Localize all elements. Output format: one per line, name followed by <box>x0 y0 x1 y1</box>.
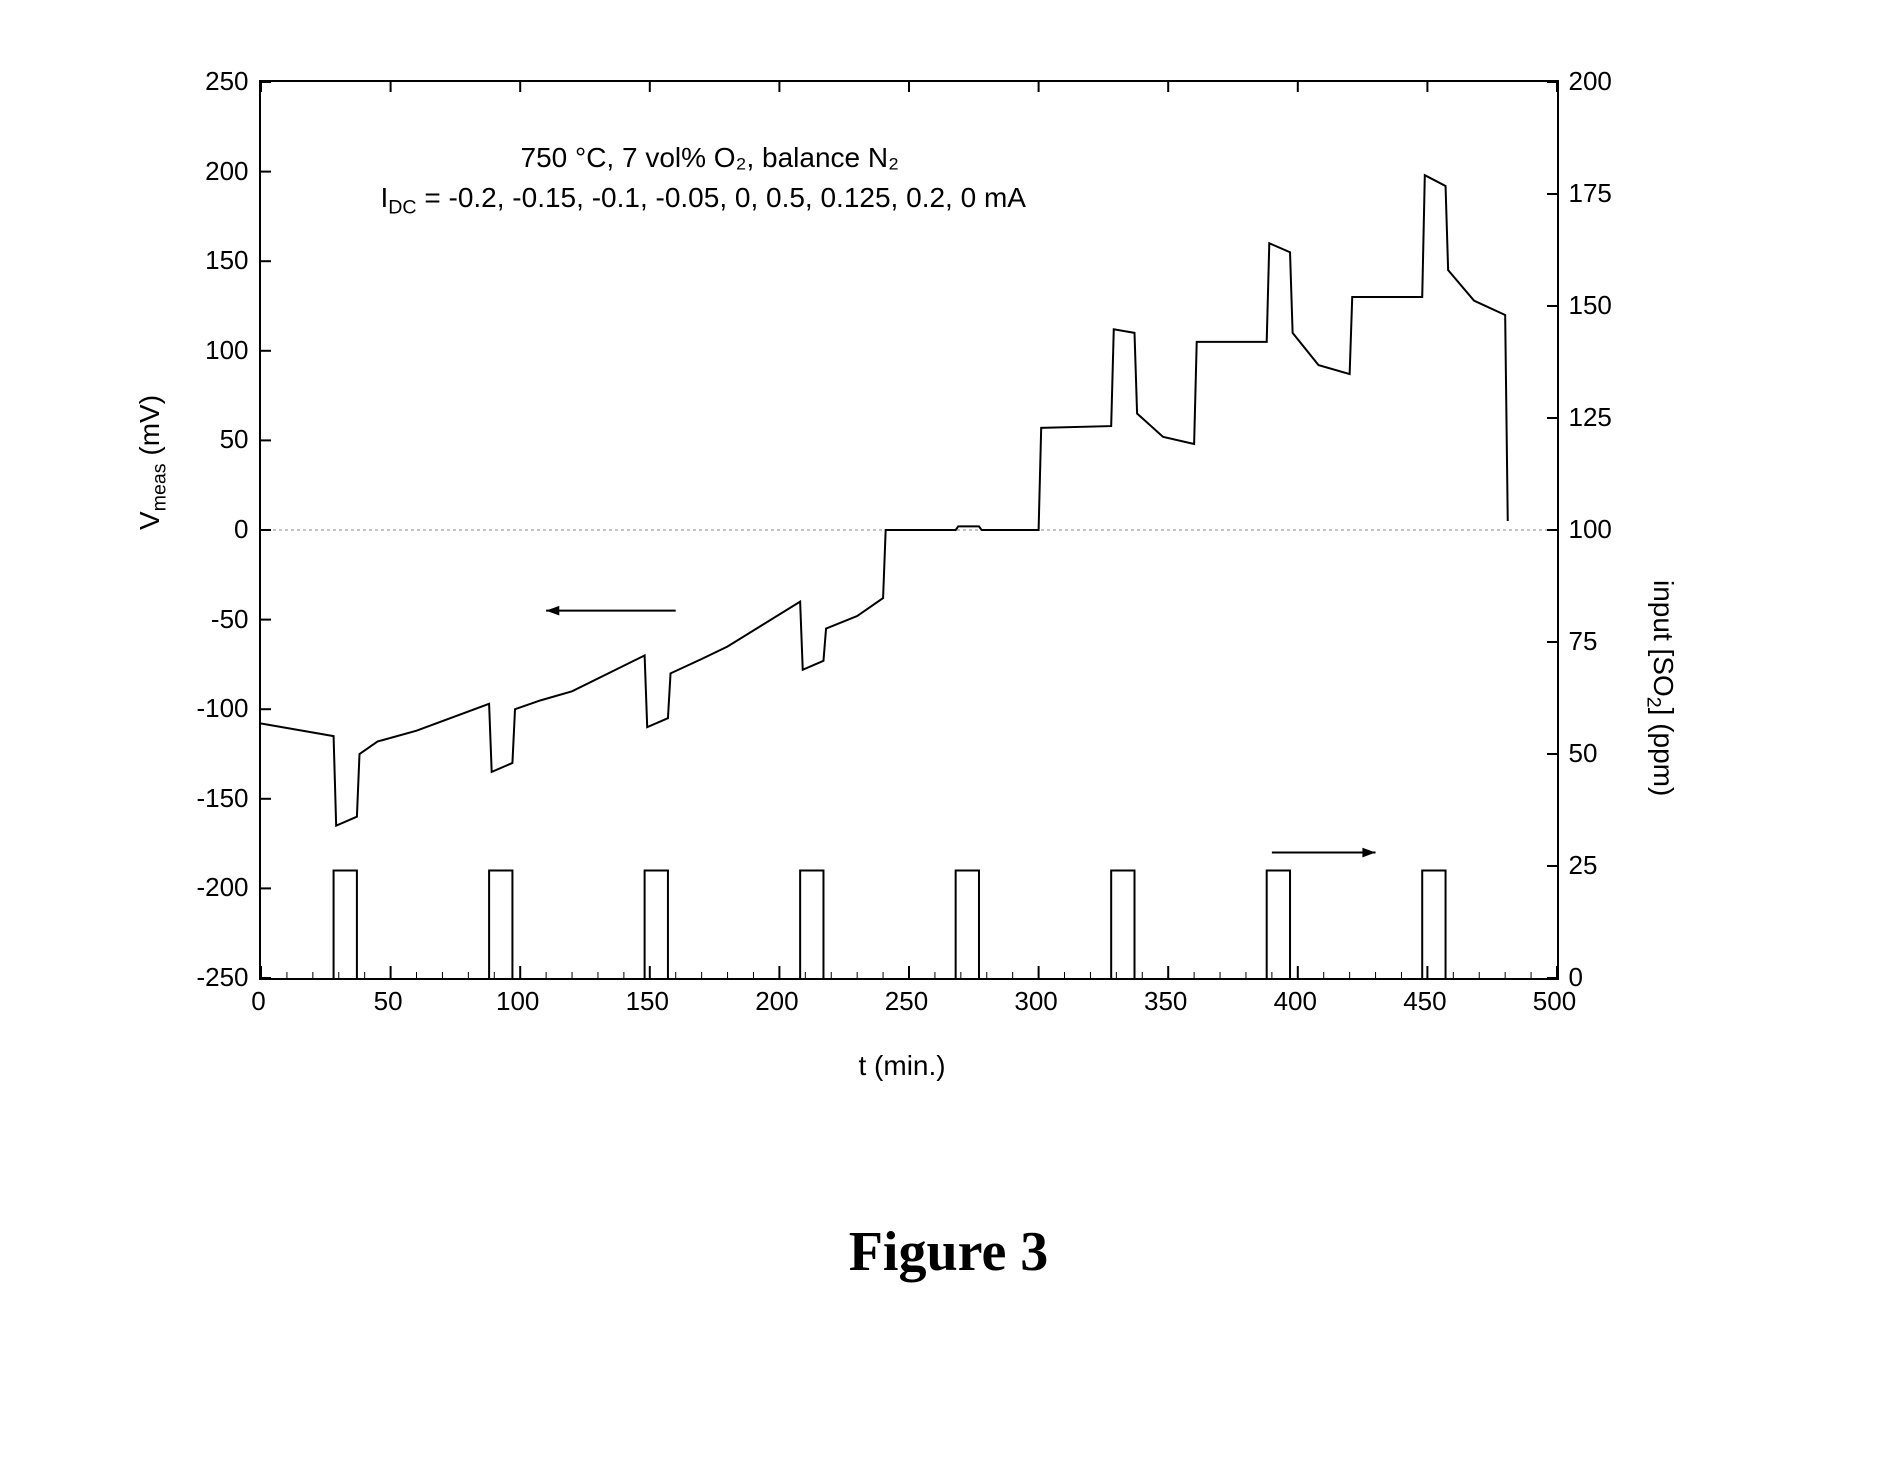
y-right-tick-label: 200 <box>1569 66 1639 97</box>
x-tick-label: 350 <box>1136 986 1196 1017</box>
y-right-tick-label: 25 <box>1569 850 1639 881</box>
y-left-tick-label: 0 <box>179 514 249 545</box>
x-tick-label: 150 <box>617 986 677 1017</box>
y-left-tick-label: 250 <box>179 66 249 97</box>
y-right-tick-label: 125 <box>1569 402 1639 433</box>
y-left-tick-label: 200 <box>179 156 249 187</box>
y-left-tick-label: 100 <box>179 335 249 366</box>
y-right-tick-label: 175 <box>1569 178 1639 209</box>
y-right-tick-label: 75 <box>1569 626 1639 657</box>
y-left-tick-label: 50 <box>179 424 249 455</box>
x-tick-label: 450 <box>1395 986 1455 1017</box>
y-left-tick-label: -50 <box>179 604 249 635</box>
y-axis-left-label: Vmeas (mV) <box>134 395 172 530</box>
y-right-tick-label: 50 <box>1569 738 1639 769</box>
y-axis-right-label: input [SO2] (ppm) <box>1641 580 1679 796</box>
y-left-tick-label: -100 <box>179 693 249 724</box>
x-tick-label: 500 <box>1525 986 1585 1017</box>
chart-wrapper: Vmeas (mV) input [SO2] (ppm) t (min.) 75… <box>99 40 1699 1140</box>
x-tick-label: 100 <box>488 986 548 1017</box>
x-tick-label: 0 <box>229 986 289 1017</box>
y-left-tick-label: -200 <box>179 872 249 903</box>
y-right-tick-label: 150 <box>1569 290 1639 321</box>
y-left-tick-label: 150 <box>179 245 249 276</box>
x-tick-label: 400 <box>1265 986 1325 1017</box>
y-left-tick-label: -150 <box>179 783 249 814</box>
annotation-currents: IDC = -0.2, -0.15, -0.1, -0.05, 0, 0.5, … <box>381 182 1026 220</box>
annotation-conditions: 750 °C, 7 vol% O₂, balance N₂ <box>521 142 899 174</box>
x-tick-label: 250 <box>877 986 937 1017</box>
y-right-tick-label: 100 <box>1569 514 1639 545</box>
plot-area: 750 °C, 7 vol% O₂, balance N₂ IDC = -0.2… <box>259 80 1559 980</box>
x-tick-label: 300 <box>1006 986 1066 1017</box>
x-axis-label: t (min.) <box>859 1050 946 1082</box>
figure-caption: Figure 3 <box>99 1220 1799 1284</box>
x-tick-label: 50 <box>358 986 418 1017</box>
x-tick-label: 200 <box>747 986 807 1017</box>
